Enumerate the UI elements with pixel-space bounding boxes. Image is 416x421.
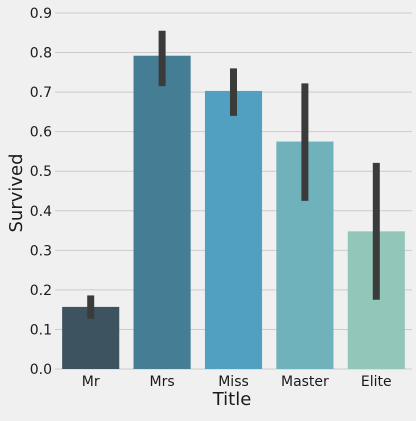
y-tick-label: 0.6 <box>30 125 52 141</box>
x-tick-label: Elite <box>361 374 392 390</box>
y-tick-labels: 0.0 0.1 0.2 0.3 0.4 0.5 0.6 0.7 0.8 0.9 <box>30 6 52 378</box>
y-tick-label: 0.2 <box>30 283 52 299</box>
x-tick-label: Mrs <box>150 374 175 390</box>
error-bars <box>87 30 380 319</box>
x-tick-label: Mr <box>82 374 100 390</box>
x-tick-label: Master <box>281 374 329 390</box>
x-axis-label: Title <box>212 389 252 410</box>
y-tick-label: 0.1 <box>30 322 52 338</box>
bar-miss <box>204 90 263 370</box>
bar-mrs <box>133 55 191 369</box>
y-tick-label: 0.8 <box>30 46 52 62</box>
y-tick-label: 0.9 <box>30 6 52 22</box>
y-tick-label: 0.3 <box>30 243 52 259</box>
y-tick-label: 0.0 <box>30 362 52 378</box>
y-axis-label: Survived <box>6 153 27 232</box>
y-tick-label: 0.4 <box>30 204 52 220</box>
x-tick-labels: Mr Mrs Miss Master Elite <box>82 374 392 390</box>
x-tick-label: Miss <box>218 374 249 390</box>
y-tick-label: 0.7 <box>30 85 52 101</box>
y-tick-label: 0.5 <box>30 164 52 180</box>
